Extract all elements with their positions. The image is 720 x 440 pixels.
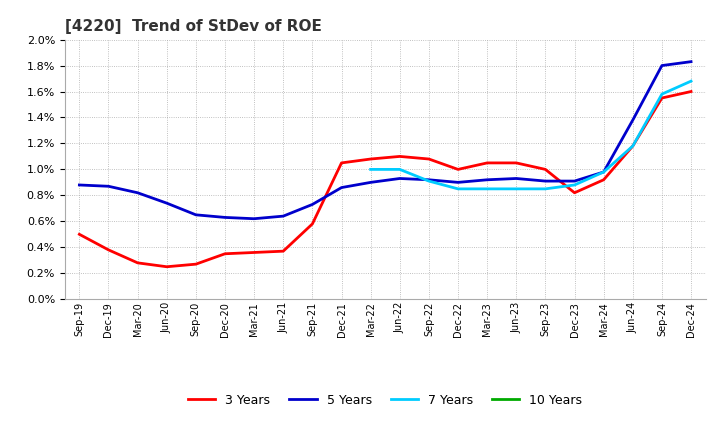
7 Years	[599, 169, 608, 175]
3 Years	[337, 160, 346, 165]
3 Years	[512, 160, 521, 165]
5 Years	[192, 212, 200, 217]
3 Years	[192, 261, 200, 267]
Line: 7 Years: 7 Years	[371, 81, 691, 189]
3 Years	[541, 167, 550, 172]
5 Years	[395, 176, 404, 181]
5 Years	[250, 216, 258, 221]
5 Years	[541, 179, 550, 184]
5 Years	[629, 117, 637, 123]
3 Years	[308, 221, 317, 227]
5 Years	[308, 202, 317, 207]
5 Years	[366, 180, 375, 185]
5 Years	[599, 169, 608, 175]
5 Years	[657, 63, 666, 68]
7 Years	[657, 92, 666, 97]
3 Years	[75, 231, 84, 237]
5 Years	[570, 179, 579, 184]
3 Years	[425, 156, 433, 161]
3 Years	[657, 95, 666, 101]
3 Years	[483, 160, 492, 165]
3 Years	[454, 167, 462, 172]
3 Years	[395, 154, 404, 159]
7 Years	[570, 182, 579, 187]
5 Years	[512, 176, 521, 181]
3 Years	[250, 250, 258, 255]
3 Years	[629, 143, 637, 149]
Text: [4220]  Trend of StDev of ROE: [4220] Trend of StDev of ROE	[65, 19, 322, 34]
3 Years	[687, 89, 696, 94]
5 Years	[454, 180, 462, 185]
Line: 5 Years: 5 Years	[79, 62, 691, 219]
7 Years	[395, 167, 404, 172]
3 Years	[104, 247, 113, 253]
5 Years	[104, 183, 113, 189]
5 Years	[133, 190, 142, 195]
Legend: 3 Years, 5 Years, 7 Years, 10 Years: 3 Years, 5 Years, 7 Years, 10 Years	[183, 389, 588, 411]
5 Years	[687, 59, 696, 64]
5 Years	[483, 177, 492, 183]
7 Years	[512, 186, 521, 191]
5 Years	[163, 201, 171, 206]
5 Years	[220, 215, 229, 220]
3 Years	[366, 156, 375, 161]
5 Years	[337, 185, 346, 190]
5 Years	[425, 177, 433, 183]
7 Years	[483, 186, 492, 191]
7 Years	[687, 78, 696, 84]
3 Years	[570, 190, 579, 195]
3 Years	[220, 251, 229, 257]
5 Years	[279, 213, 287, 219]
Line: 3 Years: 3 Years	[79, 92, 691, 267]
3 Years	[133, 260, 142, 265]
7 Years	[425, 179, 433, 184]
7 Years	[541, 186, 550, 191]
5 Years	[75, 182, 84, 187]
3 Years	[163, 264, 171, 269]
7 Years	[454, 186, 462, 191]
7 Years	[366, 167, 375, 172]
7 Years	[629, 143, 637, 149]
3 Years	[599, 177, 608, 183]
3 Years	[279, 249, 287, 254]
